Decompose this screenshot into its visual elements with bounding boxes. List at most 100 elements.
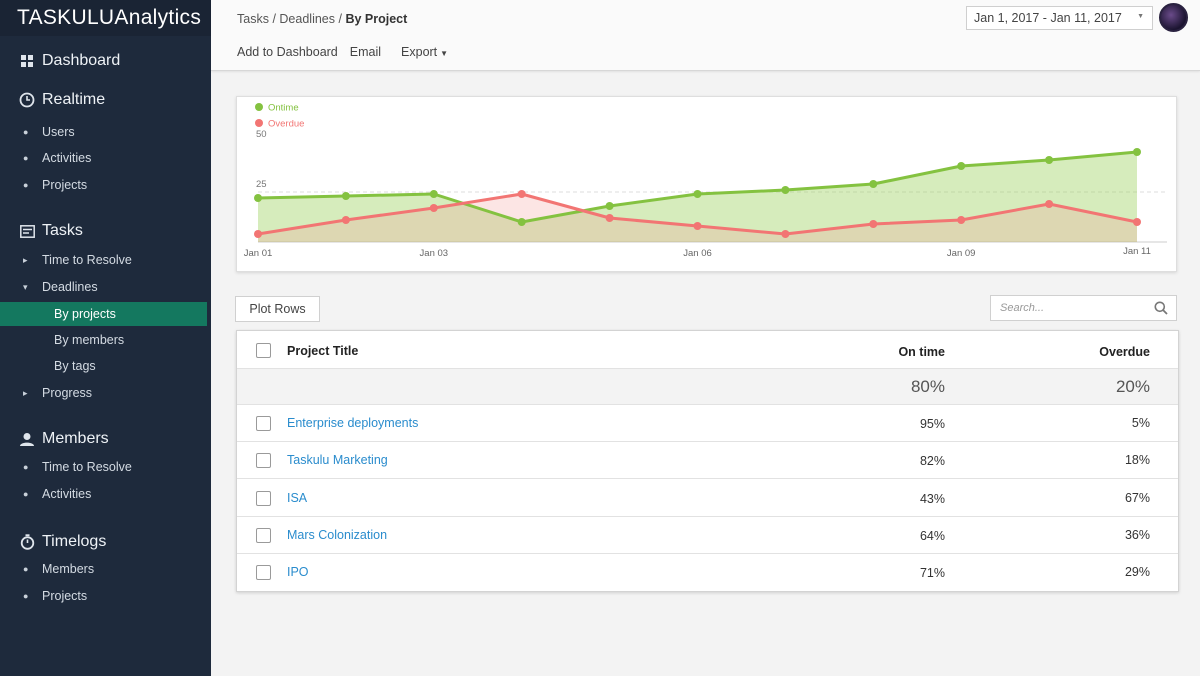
sidebar-item-label: Time to Resolve: [42, 460, 132, 474]
overdue-value: 36%: [1124, 528, 1150, 542]
breadcrumb-deadlines[interactable]: Deadlines: [279, 12, 335, 26]
bullet-icon: ●: [23, 489, 29, 499]
bullet-icon: ●: [23, 564, 29, 574]
legend-label-overdue: Overdue: [268, 119, 304, 130]
breadcrumb: Tasks / Deadlines / By Project: [237, 12, 407, 26]
on-time-value: 64%: [919, 529, 945, 543]
sidebar-item-deadlines[interactable]: ▾ Deadlines: [0, 275, 207, 299]
data-point-overdue: [605, 214, 614, 222]
sidebar-section-realtime[interactable]: Realtime: [0, 89, 211, 111]
project-title-link[interactable]: IPO: [287, 565, 309, 579]
data-point-ontime: [429, 190, 438, 198]
sidebar: TASKULUAnalytics Dashboard Realtime ● Use…: [0, 0, 211, 676]
caret-down-icon: ▼: [440, 49, 449, 58]
data-point-overdue: [341, 216, 350, 224]
search-box[interactable]: [990, 295, 1177, 321]
sidebar-item-timelogs-members[interactable]: ● Members: [0, 557, 207, 581]
header-on-time[interactable]: On time: [898, 345, 945, 359]
sidebar-item-by-tags[interactable]: By tags: [0, 354, 207, 378]
data-point-overdue: [1045, 200, 1054, 208]
summary-overdue: 20%: [1115, 377, 1150, 396]
sidebar-item-label: Members: [42, 562, 95, 576]
export-dropdown[interactable]: Export ▼: [401, 45, 448, 59]
row-checkbox[interactable]: [256, 453, 271, 468]
on-time-value: 82%: [919, 454, 945, 468]
data-point-overdue: [781, 230, 790, 238]
sidebar-item-time-to-resolve[interactable]: ▸ Time to Resolve: [0, 248, 207, 272]
row-checkbox[interactable]: [256, 416, 271, 431]
data-point-ontime: [1133, 148, 1141, 156]
breadcrumb-separator: /: [338, 12, 342, 26]
projects-table: Project Title On time Overdue 80% 20% En…: [236, 330, 1179, 592]
bullet-icon: ●: [23, 153, 29, 163]
plot-rows-button[interactable]: Plot Rows: [235, 296, 320, 322]
sidebar-section-label: Realtime: [42, 91, 106, 108]
brand-suffix: Analytics: [114, 6, 202, 29]
sidebar-section-members[interactable]: Members: [0, 428, 211, 450]
grid-icon: [19, 53, 35, 69]
export-label: Export: [401, 45, 438, 59]
brand-logo[interactable]: TASKULUAnalytics: [0, 0, 211, 36]
y-tick-label: 50: [256, 129, 267, 140]
select-all-checkbox[interactable]: [256, 343, 271, 358]
breadcrumb-tasks[interactable]: Tasks: [237, 12, 269, 26]
sidebar-section-dashboard[interactable]: Dashboard: [0, 50, 211, 72]
action-menu: Add to Dashboard Email Export ▼: [237, 45, 448, 59]
data-point-overdue: [254, 230, 262, 238]
stopwatch-icon: [19, 534, 35, 550]
sidebar-item-label: By projects: [54, 307, 116, 321]
table-row[interactable]: Mars Colonization 64% 36%: [237, 517, 1178, 554]
table-row[interactable]: ISA 43% 67%: [237, 480, 1178, 517]
sidebar-section-label: Members: [42, 430, 109, 447]
row-checkbox[interactable]: [256, 528, 271, 543]
caret-right-icon: ▸: [23, 254, 28, 265]
sidebar-item-progress[interactable]: ▸ Progress: [0, 381, 207, 405]
project-title-link[interactable]: ISA: [287, 491, 308, 505]
table-row[interactable]: Taskulu Marketing 82% 18%: [237, 442, 1178, 479]
date-range-picker[interactable]: Jan 1, 2017 - Jan 11, 2017 ▼: [966, 6, 1153, 30]
x-tick-label: Jan 11: [1123, 246, 1151, 257]
sidebar-item-projects[interactable]: ● Projects: [0, 173, 207, 197]
header-project-title[interactable]: Project Title: [287, 344, 359, 358]
sidebar-item-label: Projects: [42, 589, 88, 603]
sidebar-item-by-projects[interactable]: By projects: [0, 302, 207, 326]
add-to-dashboard-link[interactable]: Add to Dashboard: [237, 45, 338, 59]
header-overdue[interactable]: Overdue: [1099, 345, 1150, 359]
top-bar: Tasks / Deadlines / By Project Add to Da…: [211, 0, 1200, 71]
sidebar-item-members-activities[interactable]: ● Activities: [0, 482, 207, 506]
sidebar-item-label: Deadlines: [42, 280, 98, 294]
data-point-ontime: [517, 218, 526, 226]
email-link[interactable]: Email: [349, 45, 382, 59]
project-title-link[interactable]: Mars Colonization: [287, 528, 388, 542]
x-tick-label: Jan 09: [947, 248, 976, 259]
overdue-value: 29%: [1124, 565, 1150, 579]
caret-down-icon: ▼: [1137, 13, 1144, 20]
sidebar-item-label: By tags: [54, 359, 96, 373]
row-checkbox[interactable]: [256, 565, 271, 580]
sidebar-item-by-members[interactable]: By members: [0, 328, 207, 352]
project-title-link[interactable]: Taskulu Marketing: [287, 453, 388, 467]
sidebar-item-activities[interactable]: ● Activities: [0, 146, 207, 170]
bullet-icon: ●: [23, 127, 29, 137]
sidebar-item-users[interactable]: ● Users: [0, 120, 207, 144]
table-row[interactable]: Enterprise deployments 95% 5%: [237, 405, 1178, 442]
search-input[interactable]: [1000, 297, 1150, 319]
sidebar-item-label: Time to Resolve: [42, 253, 132, 267]
y-tick-label: 25: [256, 179, 267, 190]
sidebar-section-timelogs[interactable]: Timelogs: [0, 531, 211, 553]
row-checkbox[interactable]: [256, 491, 271, 506]
table-row[interactable]: IPO 71% 29%: [237, 554, 1178, 590]
data-point-overdue: [869, 220, 878, 228]
series-area-overdue: [258, 194, 1137, 242]
avatar[interactable]: [1159, 3, 1188, 32]
search-icon[interactable]: [1154, 301, 1168, 320]
legend-label-ontime: Ontime: [268, 103, 299, 114]
data-point-ontime: [693, 190, 702, 198]
sidebar-section-tasks[interactable]: Tasks: [0, 220, 211, 242]
project-title-link[interactable]: Enterprise deployments: [287, 416, 419, 430]
on-time-value: 43%: [919, 492, 945, 506]
sidebar-item-timelogs-projects[interactable]: ● Projects: [0, 584, 207, 608]
sidebar-item-label: Activities: [42, 151, 92, 165]
sidebar-item-members-time-to-resolve[interactable]: ● Time to Resolve: [0, 455, 207, 479]
